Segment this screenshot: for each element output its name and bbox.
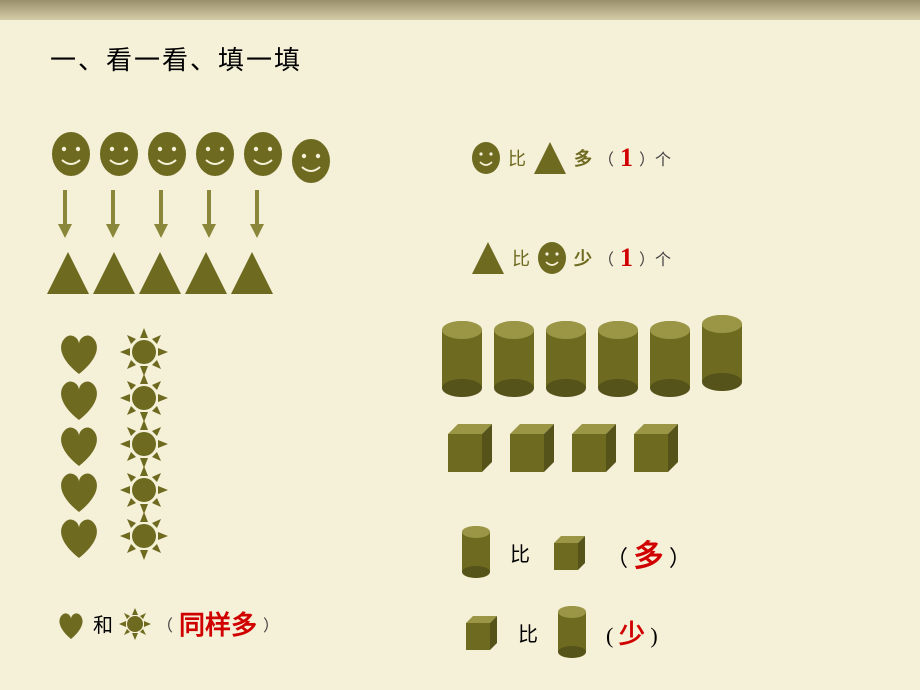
cube-icon — [564, 420, 618, 476]
smiley-icon — [50, 132, 92, 178]
word-bi: 比 — [512, 245, 530, 271]
statement-3: 和 （ 同样多 ） — [55, 605, 279, 642]
smiley-row — [50, 125, 338, 185]
answer-same: 同样多 — [179, 605, 257, 642]
paren-close: ）个 — [639, 246, 671, 270]
cylinder-icon — [492, 320, 536, 400]
page-title: 一、看一看、填一填 — [50, 40, 302, 77]
smiley-icon — [290, 139, 332, 185]
arrow-down-icon — [151, 190, 199, 240]
paren-close: ）个 — [639, 146, 671, 170]
cylinder-icon — [460, 525, 492, 580]
top-gradient-bar — [0, 0, 920, 20]
sun-icon — [120, 512, 168, 560]
triangle-icon — [45, 250, 91, 296]
heart-icon — [55, 608, 87, 640]
paren-open: （ — [157, 612, 173, 636]
cube-row — [440, 420, 680, 476]
word-shao: 少 — [574, 245, 592, 271]
smiley-icon — [146, 132, 188, 178]
paren-open: （ — [598, 146, 614, 170]
triangle-icon — [91, 250, 137, 296]
cube-icon — [440, 420, 494, 476]
smiley-icon — [470, 141, 502, 175]
triangle-icon — [183, 250, 229, 296]
answer-1: 1 — [620, 143, 633, 173]
heart-icon — [55, 328, 103, 376]
sun-icon — [119, 608, 151, 640]
cylinder-icon — [596, 320, 640, 400]
triangle-icon — [470, 240, 506, 276]
sun-icon — [120, 420, 168, 468]
sun-column — [120, 330, 168, 560]
cylinder-icon — [556, 605, 588, 660]
paren: （ 多 ） — [606, 531, 691, 575]
statement-4: 比 （ 多 ） — [460, 525, 691, 580]
triangle-icon — [229, 250, 275, 296]
triangle-icon — [532, 140, 568, 176]
arrow-down-icon — [247, 190, 295, 240]
cube-icon — [626, 420, 680, 476]
triangle-icon — [137, 250, 183, 296]
arrow-down-icon — [103, 190, 151, 240]
sun-icon — [120, 328, 168, 376]
statement-1: 比 多 （ 1 ）个 — [470, 140, 671, 176]
paren-close: ） — [263, 612, 279, 636]
smiley-icon — [536, 241, 568, 275]
cube-icon — [502, 420, 556, 476]
sun-icon — [120, 374, 168, 422]
statement-5: 比 ( 少 ) — [460, 605, 658, 660]
cube-icon — [460, 613, 500, 653]
heart-icon — [55, 512, 103, 560]
cylinder-icon — [544, 320, 588, 400]
cylinder-icon — [440, 320, 484, 400]
word-duo: 多 — [574, 145, 592, 171]
paren: ( 少 ) — [606, 614, 658, 651]
word-bi: 比 — [518, 618, 538, 647]
smiley-icon — [98, 132, 140, 178]
arrow-row — [55, 190, 295, 245]
cylinder-icon — [700, 314, 744, 394]
arrow-down-icon — [199, 190, 247, 240]
heart-icon — [55, 374, 103, 422]
cube-icon — [548, 533, 588, 573]
statement-2: 比 少 （ 1 ）个 — [470, 240, 671, 276]
cylinder-row — [440, 320, 744, 400]
paren-open: （ — [598, 246, 614, 270]
triangle-row — [45, 250, 275, 301]
sun-icon — [120, 466, 168, 514]
arrow-down-icon — [55, 190, 103, 240]
answer-1: 1 — [620, 243, 633, 273]
smiley-icon — [242, 132, 284, 178]
word-bi: 比 — [508, 145, 526, 171]
word-he: 和 — [93, 609, 113, 638]
heart-icon — [55, 466, 103, 514]
heart-column — [55, 330, 103, 560]
cylinder-icon — [648, 320, 692, 400]
smiley-icon — [194, 132, 236, 178]
heart-icon — [55, 420, 103, 468]
word-bi: 比 — [510, 538, 530, 567]
